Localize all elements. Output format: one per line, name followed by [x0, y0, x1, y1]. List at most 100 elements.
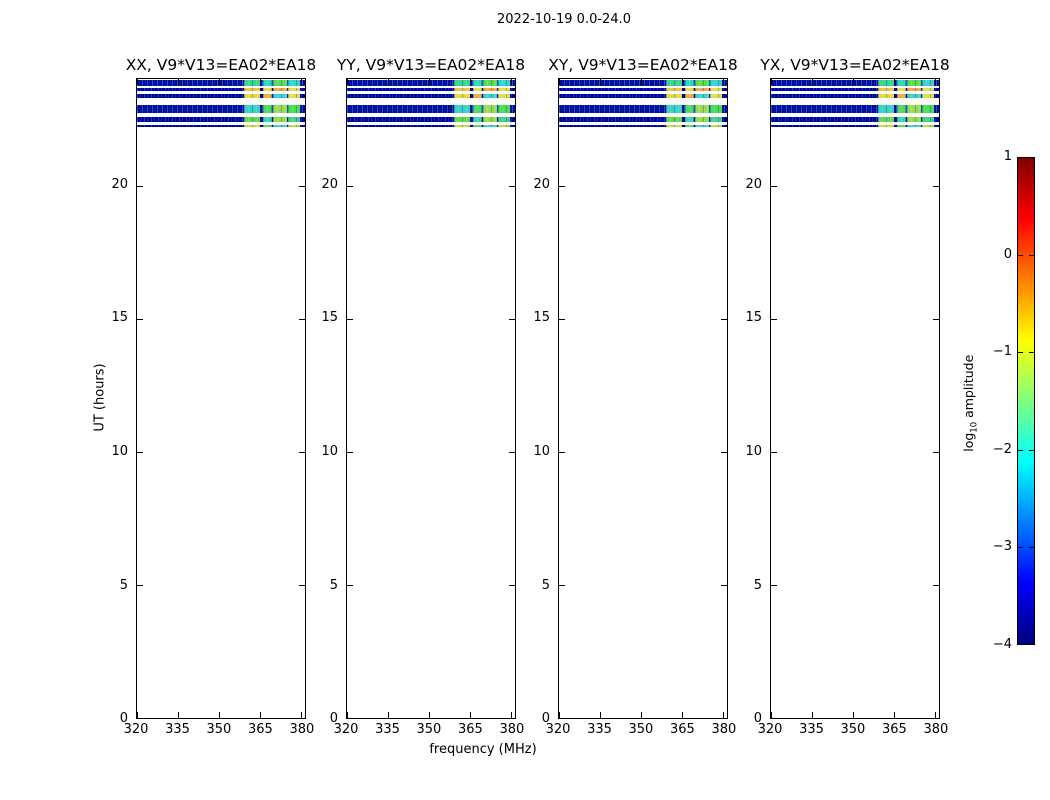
y-tick-mark — [933, 584, 939, 586]
x-tick-mark — [600, 79, 601, 85]
panel-title-xy: XY, V9*V13=EA02*EA18 — [548, 56, 738, 74]
rfi-block — [273, 93, 287, 99]
rfi-block — [665, 88, 683, 92]
colorbar-label-post: amplitude — [960, 354, 976, 422]
rfi-block — [685, 93, 694, 99]
colorbar — [1017, 157, 1035, 645]
rfi-block — [498, 105, 510, 113]
rfi-block — [453, 124, 471, 128]
rfi-block — [288, 117, 300, 122]
y-tick-label: 20 — [533, 176, 550, 192]
rfi-block — [695, 88, 709, 92]
rfi-block — [685, 117, 694, 122]
rfi-block — [922, 105, 934, 113]
colorbar-tick-label: 1 — [1003, 149, 1012, 164]
y-tick-label: 0 — [329, 711, 338, 726]
rfi-block — [877, 117, 895, 122]
colorbar-tick-mark — [1018, 546, 1023, 548]
x-tick-mark — [259, 712, 261, 718]
x-tick-mark — [641, 712, 642, 718]
y-tick-mark — [299, 318, 305, 320]
rfi-block — [263, 117, 272, 122]
x-tick-label: 380 — [711, 722, 737, 737]
rfi-block — [665, 93, 683, 99]
x-tick-label: 350 — [628, 722, 654, 737]
y-tick-mark — [933, 185, 939, 187]
x-axis-label: frequency (MHz) — [429, 742, 537, 757]
rfi-block — [695, 93, 709, 99]
y-tick-label: 20 — [745, 176, 762, 192]
rfi-block — [685, 79, 694, 86]
rfi-block — [695, 124, 709, 128]
x-tick-mark — [681, 712, 683, 718]
data-stripe — [347, 117, 515, 122]
colorbar-tick-mark — [1029, 352, 1034, 354]
colorbar-label-sub: 10 — [969, 421, 980, 433]
data-stripe — [771, 124, 939, 128]
y-tick-mark — [933, 451, 939, 453]
data-stripe — [137, 105, 305, 113]
rfi-block — [922, 124, 934, 128]
rfi-block — [498, 79, 510, 86]
x-tick-mark — [429, 712, 430, 718]
y-tick-label: 20 — [111, 176, 128, 192]
rfi-block — [922, 93, 934, 99]
panel-title-xx: XX, V9*V13=EA02*EA18 — [125, 56, 317, 74]
x-tick-mark — [559, 79, 560, 85]
y-tick-mark — [299, 451, 305, 453]
y-tick-mark — [347, 584, 353, 586]
rfi-block — [473, 105, 482, 113]
data-stripe — [137, 117, 305, 122]
data-stripe — [137, 124, 305, 128]
rfi-block — [453, 93, 471, 99]
x-tick-mark — [893, 79, 895, 85]
x-tick-mark — [559, 712, 560, 718]
x-tick-mark — [853, 712, 854, 718]
rfi-block — [897, 105, 906, 113]
x-tick-label: 320 — [333, 722, 359, 737]
rfi-block — [695, 117, 709, 122]
y-tick-mark — [559, 318, 565, 320]
rfi-block — [665, 105, 683, 113]
x-tick-label: 380 — [289, 722, 315, 737]
x-tick-mark — [722, 712, 724, 718]
colorbar-tick-mark — [1029, 546, 1034, 548]
y-tick-mark — [559, 185, 565, 187]
y-tick-mark — [509, 584, 515, 586]
y-tick-mark — [347, 318, 353, 320]
x-tick-mark — [722, 79, 724, 85]
rfi-block — [710, 93, 722, 99]
rfi-block — [243, 79, 261, 86]
data-stripe — [559, 105, 727, 113]
y-tick-mark — [933, 318, 939, 320]
rfi-block — [695, 105, 709, 113]
rfi-block — [288, 79, 300, 86]
y-tick-label: 5 — [119, 577, 128, 593]
x-tick-mark — [641, 79, 642, 85]
x-tick-mark — [934, 712, 936, 718]
rfi-block — [710, 117, 722, 122]
rfi-block — [473, 124, 482, 128]
rfi-block — [907, 105, 921, 113]
x-tick-mark — [510, 712, 512, 718]
x-tick-label: 350 — [416, 722, 442, 737]
data-stripe — [347, 124, 515, 128]
rfi-block — [907, 88, 921, 92]
rfi-block — [897, 124, 906, 128]
x-tick-mark — [347, 79, 348, 85]
rfi-block — [473, 88, 482, 92]
rfi-block — [453, 79, 471, 86]
y-tick-label: 0 — [119, 711, 128, 726]
x-tick-label: 365 — [247, 722, 273, 737]
x-tick-label: 365 — [457, 722, 483, 737]
x-tick-mark — [219, 712, 220, 718]
y-tick-mark — [771, 318, 777, 320]
rfi-block — [710, 79, 722, 86]
rfi-block — [243, 117, 261, 122]
x-tick-mark — [681, 79, 683, 85]
subplot-xx — [136, 78, 306, 719]
x-tick-mark — [429, 79, 430, 85]
rfi-block — [288, 124, 300, 128]
y-tick-mark — [721, 451, 727, 453]
y-tick-mark — [771, 584, 777, 586]
